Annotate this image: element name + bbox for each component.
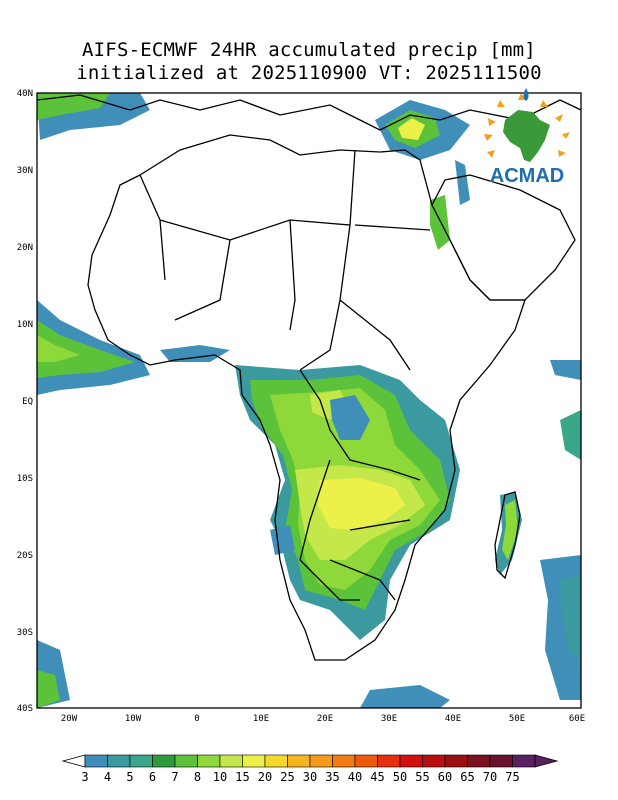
colorbar-label: 30 [303, 770, 317, 784]
colorbar-cell [152, 754, 176, 768]
colorbar-label: 40 [348, 770, 362, 784]
colorbar-label: 8 [194, 770, 201, 784]
colorbar-cell [219, 754, 243, 768]
lon-tick-label: 30E [381, 714, 397, 724]
colorbar-cell [377, 754, 401, 768]
colorbar-label: 50 [393, 770, 407, 784]
lon-tick-label: 40E [445, 714, 461, 724]
colorbar-cell [197, 754, 221, 768]
colorbar-cell [107, 754, 131, 768]
colorbar-labels: 3 4 5 6 7 8 10 15 20 25 30 35 40 45 50 55 60 65 70 75 [81, 770, 519, 784]
madagascar-coastline [494, 491, 521, 580]
lon-tick-label: 60E [569, 714, 585, 724]
colorbar-label: 35 [325, 770, 339, 784]
lon-tick-label: 10E [253, 714, 269, 724]
colorbar-label: 55 [415, 770, 429, 784]
colorbar-cell [489, 754, 513, 768]
colorbar-label: 65 [460, 770, 474, 784]
colorbar-cell [84, 754, 108, 768]
colorbar-cell [264, 754, 288, 768]
lat-tick-label: 40S [17, 704, 33, 714]
precip-shading [37, 93, 581, 708]
lon-tick-label: 0 [194, 714, 199, 724]
colorbar: 3 4 5 6 7 8 10 15 20 25 30 35 40 45 50 55 60 65 70 75 [61, 754, 559, 784]
colorbar-label: 15 [235, 770, 249, 784]
lat-tick-label: 10S [17, 474, 33, 484]
colorbar-cell [399, 754, 423, 768]
coastline-layer [37, 94, 581, 661]
colorbar-cell [422, 754, 446, 768]
logo-africa-icon [503, 110, 550, 162]
lon-tick-label: 20E [317, 714, 333, 724]
colorbar-cell [242, 754, 266, 768]
colorbar-cell [354, 754, 378, 768]
lat-tick-label: 40N [17, 89, 33, 99]
map-title-line2: initialized at 2025110900 VT: 2025111500 [76, 62, 542, 84]
arabia-coastline [431, 174, 576, 301]
lon-tick-label: 20W [61, 714, 78, 724]
logo-sun-rays-icon [484, 93, 570, 158]
europe-coastline [37, 94, 581, 131]
colorbar-cell [174, 754, 198, 768]
colorbar-cells [84, 754, 536, 768]
colorbar-label: 4 [104, 770, 111, 784]
logo-drop-icon [523, 88, 529, 101]
colorbar-label: 20 [258, 770, 272, 784]
colorbar-label: 5 [126, 770, 133, 784]
colorbar-label: 25 [280, 770, 294, 784]
map-title-line1: AIFS-ECMWF 24HR accumulated precip [mm] [82, 39, 536, 61]
colorbar-label: 60 [438, 770, 452, 784]
colorbar-high-arrow [534, 754, 559, 768]
colorbar-cell [129, 754, 153, 768]
colorbar-label: 10 [213, 770, 227, 784]
colorbar-label: 70 [483, 770, 497, 784]
colorbar-label: 75 [505, 770, 519, 784]
lon-tick-label: 10W [125, 714, 142, 724]
africa-coastline [87, 134, 526, 661]
lat-tick-label: 10N [17, 320, 33, 330]
colorbar-cell [467, 754, 491, 768]
map-frame [36, 92, 582, 709]
colorbar-label: 7 [171, 770, 178, 784]
africa-sun-logo: ACMAD [484, 88, 570, 187]
lat-tick-label: 30N [17, 166, 33, 176]
lat-tick-label: 20N [17, 243, 33, 253]
colorbar-cell [444, 754, 468, 768]
colorbar-cell [287, 754, 311, 768]
lon-axis: 20W 10W 0 10E 20E 30E 40E 50E 60E [61, 714, 585, 724]
lat-tick-label: EQ [22, 397, 33, 407]
colorbar-label: 3 [81, 770, 88, 784]
colorbar-cell [332, 754, 356, 768]
colorbar-cell [309, 754, 333, 768]
logo-text: ACMAD [490, 165, 564, 187]
colorbar-low-arrow [61, 754, 86, 768]
lat-axis: 40N 30N 20N 10N EQ 10S 20S 30S 40S [17, 89, 33, 714]
lat-tick-label: 30S [17, 628, 33, 638]
colorbar-label: 6 [149, 770, 156, 784]
colorbar-cell [512, 754, 536, 768]
lon-tick-label: 50E [509, 714, 525, 724]
lat-tick-label: 20S [17, 551, 33, 561]
colorbar-label: 45 [370, 770, 384, 784]
